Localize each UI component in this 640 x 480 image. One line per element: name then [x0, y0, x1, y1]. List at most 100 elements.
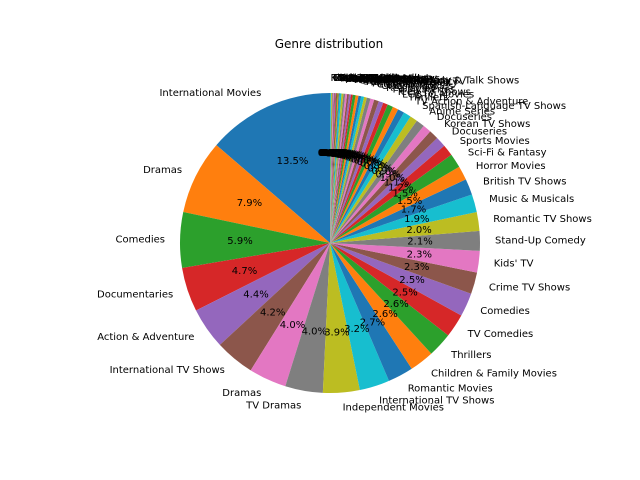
slice-label: Comedies — [480, 306, 529, 317]
pie-slice — [330, 93, 344, 243]
pie-slice — [330, 93, 336, 243]
slice-label: Music & Musicals — [340, 73, 425, 84]
percent-label: 2.3% — [407, 249, 432, 260]
slice-label: Sports Movies — [339, 73, 409, 84]
pie-slice — [330, 104, 393, 243]
percent-label: 13.5% — [277, 156, 309, 167]
percent-label: 0.2% — [329, 149, 354, 160]
pie-slice — [330, 131, 438, 243]
pie-slice — [330, 138, 445, 243]
pie-slice — [180, 211, 330, 268]
percent-label: 2.7% — [360, 317, 385, 328]
pie-slice — [330, 243, 462, 336]
pie-slice — [330, 96, 367, 243]
slice-label: Korean TV Shows — [444, 119, 530, 130]
pie-slice — [330, 93, 350, 243]
slice-label: Horror Movies — [334, 73, 404, 84]
percent-label: 4.0% — [302, 327, 327, 338]
chart-title: Genre distribution — [275, 37, 384, 51]
percent-label: 3.9% — [324, 328, 349, 339]
slice-label: Korean TV Shows — [348, 74, 434, 85]
slice-label: Horror Movies — [476, 161, 546, 172]
percent-label: 1.1% — [384, 177, 409, 188]
slice-label: LGBTQ Movies — [346, 74, 418, 85]
slice-label: Cult Movies — [337, 73, 395, 84]
pie-slice — [330, 93, 342, 243]
percent-labels: 13.5%7.9%5.9%4.7%4.4%4.2%4.0%4.0%3.9%3.2… — [227, 148, 432, 339]
slice-label: Comedies — [116, 235, 165, 246]
percent-label: 0.5% — [345, 152, 370, 163]
slice-label: TV Horror — [368, 78, 418, 89]
percent-label: 0.3% — [337, 150, 362, 161]
slice-label: Cult Movies — [377, 80, 435, 91]
percent-label: 5.9% — [227, 236, 252, 247]
percent-label: 0.8% — [364, 161, 389, 172]
slice-label: Classic Movies — [381, 81, 454, 92]
pie-slice — [219, 243, 330, 371]
pie-slice — [330, 102, 388, 244]
pie-slices — [180, 92, 480, 394]
slice-label: Romantic Movies — [408, 384, 493, 395]
pie-slice — [330, 93, 337, 243]
slice-label: Anime Features — [336, 73, 414, 84]
percent-label: 2.5% — [399, 275, 424, 286]
percent-label: 0.5% — [348, 153, 373, 164]
percent-label: 0.1% — [318, 148, 343, 159]
pie-slice — [196, 243, 330, 345]
percent-label: 1.9% — [404, 214, 429, 225]
percent-label: 4.7% — [232, 266, 257, 277]
percent-label: 2.5% — [392, 288, 417, 299]
slice-label: Classic Movies — [333, 73, 406, 84]
percent-label: 1.5% — [392, 189, 417, 200]
slice-label: Movies — [354, 75, 389, 86]
slice-label: Faith & Spirituality — [366, 77, 458, 88]
pie-slice — [330, 101, 384, 243]
percent-label: 0.9% — [371, 166, 396, 177]
pie-slice — [330, 211, 480, 243]
slice-label: Romantic TV Shows — [493, 214, 592, 225]
pie-slice — [330, 99, 379, 243]
pie-slice — [330, 94, 356, 243]
percent-label: 0.1% — [320, 148, 345, 159]
slice-label: Kids' TV — [331, 73, 371, 84]
slice-label: International TV Shows — [110, 365, 225, 376]
percent-label: 0.3% — [339, 151, 364, 162]
pie-slice — [322, 243, 360, 394]
percent-label: 0.2% — [330, 149, 355, 160]
pie-slice — [330, 106, 399, 243]
percent-label: 1.5% — [397, 196, 422, 207]
pie-slice — [330, 243, 432, 369]
slice-label: LGBTQ Movies — [402, 90, 474, 101]
pie-slice — [330, 125, 431, 243]
pie-slice — [330, 93, 335, 243]
percent-label: 0.1% — [321, 148, 346, 159]
percent-label: 0.1% — [319, 148, 344, 159]
percent-label: 0.1% — [322, 148, 347, 159]
pie-slice — [330, 96, 365, 243]
pie-slice — [330, 93, 340, 243]
slice-label: Faith & Spirituality — [335, 73, 427, 84]
percent-label: 3.2% — [344, 324, 369, 335]
pie-slice — [330, 94, 351, 244]
percent-label: 0.4% — [343, 152, 368, 163]
pie-slice — [330, 98, 375, 243]
percent-label: 0.5% — [351, 154, 376, 165]
pie-slice — [330, 243, 412, 381]
slice-label: Independent Movies — [343, 403, 444, 414]
slice-label: TV Shows — [331, 73, 380, 84]
pie-slice — [330, 95, 362, 243]
percent-label: 7.9% — [237, 198, 262, 209]
pie-slice — [330, 95, 359, 244]
percent-label: 2.0% — [406, 225, 431, 236]
percent-label: 0.1% — [323, 148, 348, 159]
slice-label: Thrillers — [450, 350, 491, 361]
percent-label: 1.7% — [401, 204, 426, 215]
slice-label: Children & Family Movies — [431, 369, 557, 380]
slice-label: TV Comedies — [467, 329, 534, 340]
percent-label: 0.7% — [360, 159, 385, 170]
pie-slice — [330, 93, 346, 243]
percent-label: 2.3% — [404, 262, 429, 273]
pie-slice — [330, 243, 480, 273]
slice-label: TV Dramas — [245, 401, 301, 412]
